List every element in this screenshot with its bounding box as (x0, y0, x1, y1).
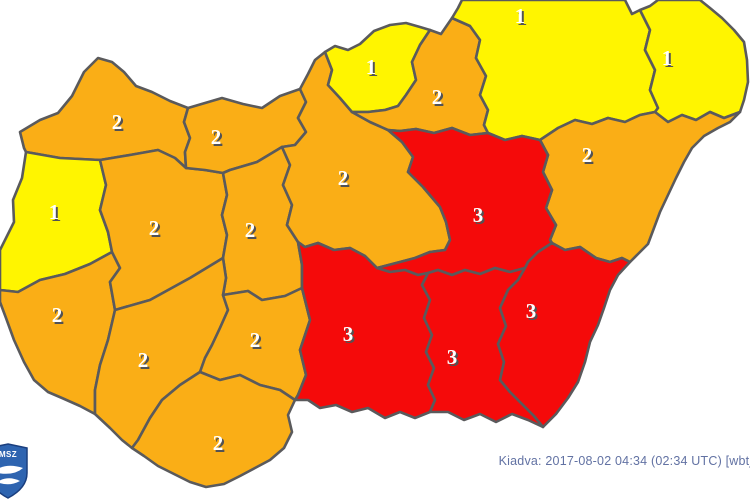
logo-bird-icon (0, 465, 23, 474)
county-hajdu-bihar[interactable] (538, 110, 742, 264)
omsz-logo: MSZ (0, 443, 28, 499)
county-szabolcs-szatmar-bereg[interactable] (638, 0, 750, 124)
logo-wave-icon (0, 478, 20, 485)
logo-text: MSZ (0, 450, 17, 459)
issued-timestamp: Kiadva: 2017-08-02 04:34 (02:34 UTC) [wb… (498, 454, 750, 468)
county-bekes[interactable] (496, 241, 632, 429)
county-gyor-moson-sopron[interactable] (18, 56, 192, 170)
county-baranya[interactable] (130, 370, 297, 489)
